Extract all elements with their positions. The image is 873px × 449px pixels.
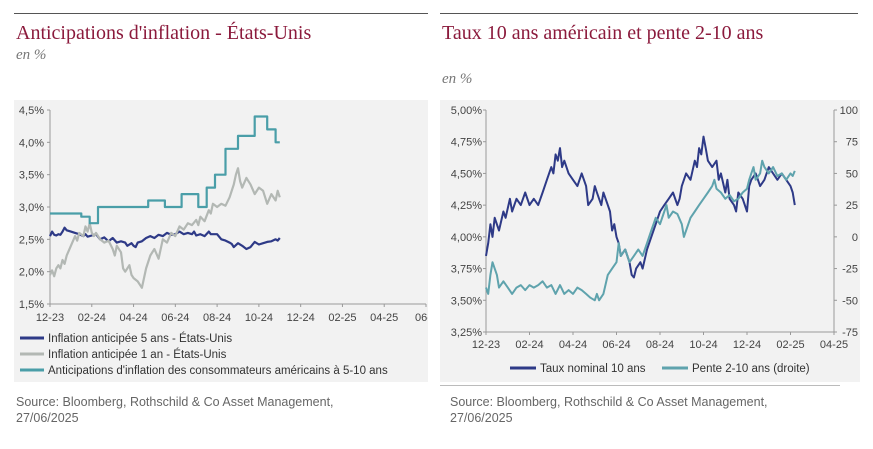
y2-tick-label: 25 — [846, 200, 858, 212]
x-tick-label: 08-24 — [646, 339, 674, 351]
y-tick-label: 4,00% — [451, 232, 482, 244]
x-tick-label: 02-24 — [515, 339, 543, 351]
y2-tick-label: -25 — [842, 264, 858, 276]
y2-tick-label: -50 — [842, 295, 858, 307]
source-date: 27/06/2025 — [16, 411, 79, 425]
left-chart-panel: Anticipations d'inflation - États-Unis e… — [14, 13, 437, 426]
chart-subtitle: en % — [442, 71, 473, 87]
x-tick-label: 04-24 — [119, 312, 147, 324]
x-tick-label: 12-23 — [36, 312, 64, 324]
y-tick-label: 2,0% — [19, 267, 44, 279]
bottom-divider — [440, 385, 840, 386]
top-divider — [440, 13, 858, 14]
x-tick-label: 12-23 — [472, 339, 500, 351]
legend-label: Anticipations d'inflation des consommate… — [48, 365, 388, 377]
source-note: Source: Bloomberg, Rothschild & Co Asset… — [16, 394, 334, 426]
y-tick-label: 3,75% — [451, 264, 482, 276]
x-tick-label: 02-24 — [78, 312, 106, 324]
series-line — [49, 167, 281, 289]
rates-chart: 5,00% 4,75% 4,50% 4,25% 4,00% 3,75% 3,50% 3,25%… — [451, 105, 858, 375]
legend-label: Inflation anticipée 1 an - États-Unis — [48, 348, 227, 361]
y-tick-label: 4,5% — [19, 105, 44, 117]
x-tick-label: 12-24 — [287, 312, 315, 324]
y2-tick-label: 0 — [852, 232, 858, 244]
chart-area: 4,5% 4,0% 3,5% 3,0% 2,5% 2,0% 1,5% 12-23 02-24 04… — [14, 100, 437, 382]
x-tick-label: 02-25 — [776, 339, 804, 351]
x-tick-label: 06-24 — [602, 339, 630, 351]
y2-tick-label: 100 — [840, 105, 858, 117]
chart-subtitle: en % — [16, 47, 47, 63]
x-tick-label: 06-24 — [161, 312, 189, 324]
chart-area: 5,00% 4,75% 4,50% 4,25% 4,00% 3,75% 3,50% 3,25%… — [440, 100, 860, 382]
y-tick-label: 2,5% — [19, 234, 44, 246]
chart-title: Anticipations d'inflation - États-Unis — [16, 22, 312, 44]
x-tick-label: 04-24 — [559, 339, 587, 351]
series-line — [485, 159, 796, 302]
y-tick-label: 3,5% — [19, 170, 44, 182]
top-divider — [14, 13, 428, 14]
y-tick-label: 4,0% — [19, 137, 44, 149]
source-note: Source: Bloomberg, Rothschild & Co Asset… — [450, 394, 768, 426]
y2-tick-label: -75 — [842, 327, 858, 339]
y-tick-label: 3,25% — [451, 327, 482, 339]
source-line: Source: Bloomberg, Rothschild & Co Asset… — [16, 395, 334, 409]
x-tick-label: 08-24 — [203, 312, 231, 324]
y-tick-label: 4,75% — [451, 137, 482, 149]
right-chart-panel: Taux 10 ans américain et pente 2-10 ans … — [440, 0, 873, 449]
x-tick-label: 06-2 — [415, 312, 428, 324]
legend-label: Taux nominal 10 ans — [540, 363, 646, 375]
y2-tick-label: 50 — [846, 168, 858, 180]
y-tick-label: 3,50% — [451, 295, 482, 307]
y-tick-label: 1,5% — [19, 299, 44, 311]
series-line — [50, 115, 280, 225]
y-tick-label: 5,00% — [451, 105, 482, 117]
y2-tick-label: 75 — [846, 137, 858, 149]
y-tick-label: 3,0% — [19, 202, 44, 214]
legend-label: Pente 2-10 ans (droite) — [692, 363, 810, 375]
source-date: 27/06/2025 — [450, 411, 513, 425]
y-tick-label: 4,50% — [451, 168, 482, 180]
source-line: Source: Bloomberg, Rothschild & Co Asset… — [450, 395, 768, 409]
x-tick-label: 10-24 — [689, 339, 717, 351]
x-tick-label: 04-25 — [370, 312, 398, 324]
x-tick-label: 02-25 — [328, 312, 356, 324]
inflation-chart: 4,5% 4,0% 3,5% 3,0% 2,5% 2,0% 1,5%12-23 02-24 04… — [19, 105, 437, 377]
series-line — [485, 135, 796, 279]
y-tick-label: 4,25% — [451, 200, 482, 212]
x-tick-label: 10-24 — [245, 312, 273, 324]
x-tick-label: 04-25 — [820, 339, 848, 351]
chart-title: Taux 10 ans américain et pente 2-10 ans — [442, 22, 764, 44]
x-tick-label: 12-24 — [733, 339, 761, 351]
legend-label: Inflation anticipée 5 ans - États-Unis — [48, 332, 232, 345]
